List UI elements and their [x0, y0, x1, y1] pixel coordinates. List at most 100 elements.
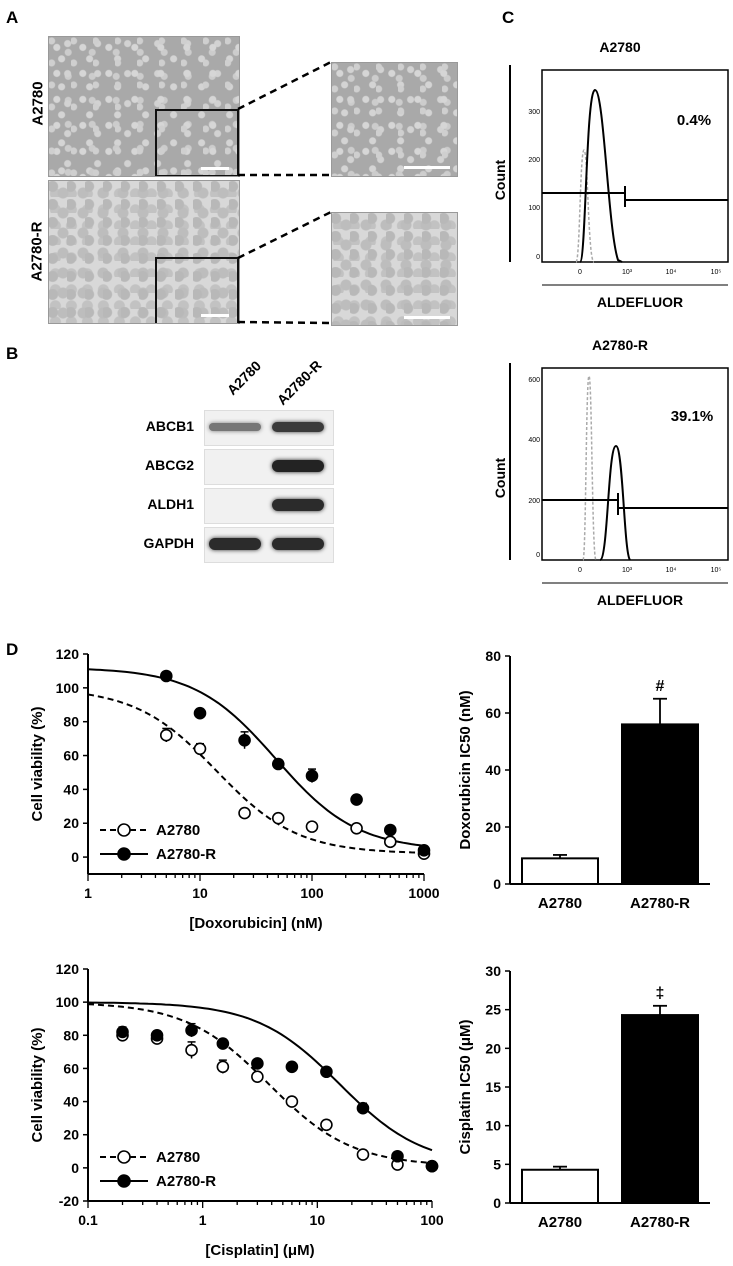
blot-row-label: ALDH1: [147, 496, 194, 512]
bar-a2780: [521, 1168, 599, 1205]
micrograph-a2780r-zoom: [331, 212, 458, 326]
y-tick-label: 100: [56, 680, 80, 696]
y-axis-label: Cell viability (%): [29, 1027, 46, 1142]
category-label: A2780-R: [630, 1214, 690, 1231]
flow-xtick: 10⁴: [666, 269, 677, 276]
y-tick-label: 80: [485, 648, 501, 664]
y-axis-label: Doxorubicin IC50 (nM): [457, 690, 474, 849]
y-axis-label: Cisplatin IC50 (μM): [457, 1019, 474, 1154]
panel-label-d: D: [6, 640, 19, 659]
flow-ytick: 0: [536, 552, 540, 559]
data-point: [417, 844, 431, 857]
data-point: [383, 823, 397, 837]
panel-label-c: C: [502, 8, 515, 27]
data-point: [350, 822, 363, 835]
blot-band: [272, 421, 324, 433]
flow-ylabel: Count: [492, 159, 508, 200]
legend-marker: [117, 847, 131, 861]
y-tick-label: 20: [63, 815, 79, 831]
blot-band: [272, 460, 324, 472]
y-tick-label: 20: [485, 1040, 501, 1056]
data-point: [320, 1065, 333, 1079]
data-point: [185, 1043, 198, 1057]
data-point: [305, 820, 319, 833]
scale-bar: [404, 166, 450, 169]
y-tick-label: 40: [485, 762, 501, 778]
flow-ytick: 100: [528, 205, 540, 212]
x-axis-label: [Doxorubicin] (nM): [189, 915, 322, 932]
zoom-box: [155, 109, 239, 176]
flow-ylabel: Count: [492, 457, 508, 498]
fit-curve-a2780: [87, 693, 425, 854]
data-point: [216, 1060, 230, 1074]
y-tick-label: 40: [63, 1094, 79, 1110]
x-tick-label: 1: [199, 1212, 207, 1228]
flow-histogram-a2780: A2780 Count 0 100 200 300 0 10³ 10⁴ 10⁵ …: [492, 39, 729, 310]
category-label: A2780-R: [630, 895, 690, 912]
y-tick-label: 5: [493, 1156, 501, 1172]
blot-band: [272, 538, 324, 550]
y-tick-label: 60: [63, 1060, 79, 1076]
y-tick-label: 15: [485, 1079, 501, 1095]
flow-xtick: 0: [578, 567, 582, 574]
y-tick-label: 20: [63, 1127, 79, 1143]
data-point: [159, 728, 173, 742]
flow-xtick: 10³: [622, 269, 633, 276]
data-point: [251, 1070, 264, 1084]
bar-a2780-r: [621, 723, 699, 886]
blot-band: [209, 422, 261, 432]
data-point: [350, 793, 363, 806]
flow-xtick: 10⁵: [711, 269, 722, 276]
data-point: [193, 742, 207, 756]
y-tick-label: 60: [63, 748, 79, 764]
y-tick-label: 60: [485, 705, 501, 721]
x-axis-label: [Cisplatin] (μM): [205, 1242, 314, 1259]
control-histogram: [575, 149, 595, 263]
data-point: [193, 706, 207, 720]
y-tick-label: 120: [56, 646, 80, 662]
flow-title: A2780: [599, 39, 640, 55]
panel-label-b: B: [6, 344, 19, 363]
panel-label-a: A: [6, 8, 19, 27]
legend-label: A2780-R: [156, 1173, 216, 1190]
data-point: [285, 1095, 299, 1108]
sample-histogram: [579, 88, 623, 263]
y-tick-label: 0: [71, 1160, 79, 1176]
significance-marker: #: [656, 678, 665, 695]
data-point: [425, 1159, 439, 1173]
scale-bar: [201, 167, 229, 170]
flow-xtick: 0: [578, 269, 582, 276]
data-point: [185, 1024, 198, 1037]
y-tick-label: 100: [56, 994, 80, 1010]
x-tick-label: 100: [300, 885, 324, 901]
flow-xlabel: ALDEFLUOR: [597, 294, 683, 310]
blot-lane: [204, 488, 334, 524]
flow-xlabel: ALDEFLUOR: [597, 592, 683, 608]
flow-ytick: 600: [528, 377, 540, 384]
fit-curve-a2780-r: [87, 1001, 433, 1152]
blot-row-label: ABCB1: [145, 418, 194, 434]
blot-row-label: GAPDH: [143, 535, 194, 551]
data-point: [271, 811, 285, 825]
y-tick-label: 10: [485, 1118, 501, 1134]
flow-ytick: 400: [528, 437, 540, 444]
category-label: A2780: [538, 895, 582, 912]
blot-row-label: ABCG2: [144, 457, 194, 473]
y-tick-label: 80: [63, 1027, 79, 1043]
legend-marker: [117, 1150, 131, 1164]
legend-label: A2780: [156, 1149, 200, 1166]
flow-xtick: 10⁴: [666, 567, 677, 574]
y-tick-label: 0: [493, 1195, 501, 1211]
data-point: [271, 757, 285, 771]
data-point: [251, 1057, 264, 1070]
micrograph-a2780-zoom: [331, 62, 458, 177]
flow-ytick: 200: [528, 498, 540, 505]
y-tick-label: 30: [485, 963, 501, 979]
cisplatin-viability-chart: -20 0 20 40 60 80 100 120 0.1 1 10 100 [Cisplatin] (…: [29, 961, 444, 1259]
data-point: [238, 734, 251, 747]
zoom-connectors: [237, 60, 332, 325]
sample-histogram: [599, 444, 631, 561]
data-point: [356, 1148, 370, 1161]
legend-label: A2780-R: [156, 846, 216, 863]
fit-curve-a2780-r: [87, 668, 425, 847]
